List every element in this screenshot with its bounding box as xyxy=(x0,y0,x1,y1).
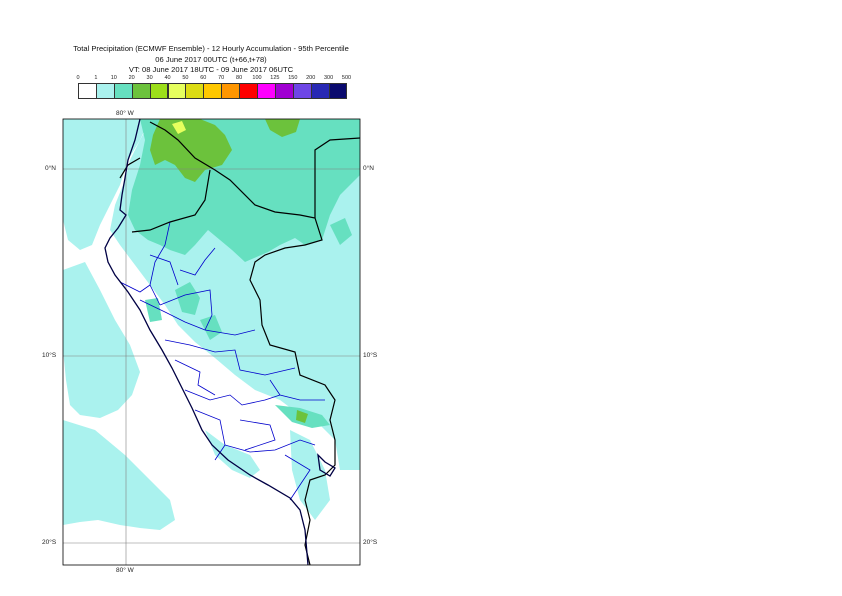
graticule xyxy=(63,119,360,565)
colorbar-tick-label: 125 xyxy=(270,75,280,81)
colorbar-tick-label: 500 xyxy=(341,75,352,81)
colorbar-tick-label: 150 xyxy=(288,75,298,81)
colorbar-tick-label: 30 xyxy=(146,75,153,81)
chart-subtitle-run: 06 June 2017 00UTC (t+66,t+78) xyxy=(155,55,267,64)
colorbar-tick-label: 10 xyxy=(110,75,117,81)
colorbar-swatch xyxy=(328,83,348,99)
colorbar-tick-label: 80 xyxy=(236,75,243,81)
lat-label-left-10s: 10°S xyxy=(42,352,57,359)
lat-label-right-0: 0°N xyxy=(363,165,374,172)
colorbar-tick-label: 200 xyxy=(306,75,316,81)
chart-title: Total Precipitation (ECMWF Ensemble) - 1… xyxy=(73,44,349,53)
admin-boundaries xyxy=(119,221,325,501)
colorbar-tick-label: 100 xyxy=(252,75,262,81)
colorbar-tick-label: 20 xyxy=(128,75,135,81)
chart-subtitle-valid-time: VT: 08 June 2017 18UTC - 09 June 2017 06… xyxy=(128,65,294,74)
colorbar-tick-label: 0 xyxy=(76,75,80,81)
lat-label-right-20s: 20°S xyxy=(363,539,378,546)
lon-label-top: 80° W xyxy=(116,110,134,117)
colorbar-tick-label: 50 xyxy=(182,75,189,81)
colorbar-tick-label: 1 xyxy=(94,75,98,81)
lon-label-bottom: 80° W xyxy=(116,567,134,574)
map-frame xyxy=(62,118,361,566)
lat-label-right-10s: 10°S xyxy=(363,352,378,359)
colorbar-tick-label: 40 xyxy=(164,75,171,81)
colorbar-tick-label: 60 xyxy=(200,75,207,81)
lat-label-left-20s: 20°S xyxy=(42,539,57,546)
lat-label-left-0: 0°N xyxy=(45,165,56,172)
coastline xyxy=(104,119,336,565)
precip-field-yellow xyxy=(172,121,186,134)
colorbar-tick-label: 70 xyxy=(218,75,225,81)
colorbar-tick-label: 300 xyxy=(324,75,334,81)
